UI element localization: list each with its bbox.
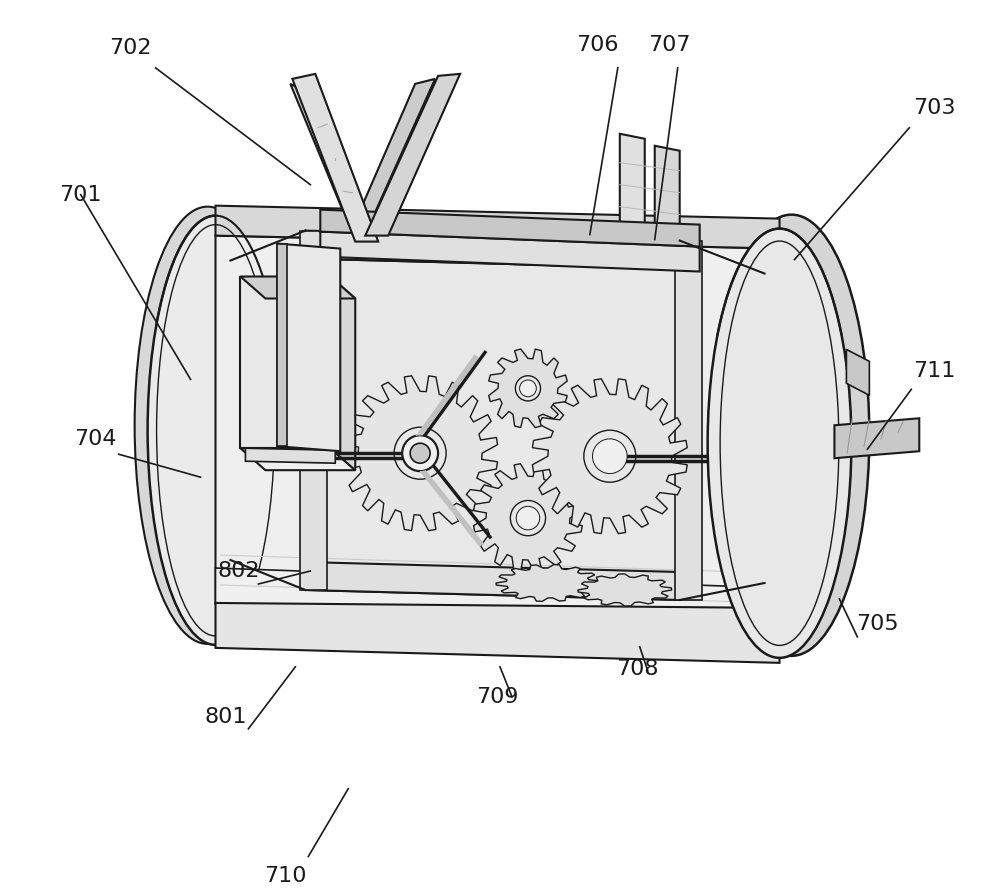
Polygon shape [240,448,355,470]
Text: 706: 706 [577,35,619,55]
Circle shape [592,439,627,474]
Polygon shape [245,448,335,463]
Circle shape [520,380,536,396]
Circle shape [394,428,446,479]
Text: 710: 710 [264,867,307,886]
Text: 709: 709 [476,687,518,707]
Text: 701: 701 [59,185,102,204]
Polygon shape [305,562,680,600]
Polygon shape [834,419,919,458]
Polygon shape [240,276,330,448]
Circle shape [584,430,636,482]
Circle shape [403,436,437,470]
Text: 801: 801 [204,707,247,727]
Text: 802: 802 [217,561,260,581]
Polygon shape [532,379,687,533]
Polygon shape [215,236,780,623]
Polygon shape [320,210,700,246]
Polygon shape [343,376,498,531]
Text: 711: 711 [913,361,955,381]
Text: 702: 702 [109,38,152,58]
Text: 708: 708 [617,659,659,679]
Circle shape [516,507,540,530]
Polygon shape [655,146,680,260]
Polygon shape [215,205,780,249]
Polygon shape [675,241,702,600]
Polygon shape [489,349,567,428]
Polygon shape [305,230,680,268]
Ellipse shape [135,206,280,644]
Polygon shape [496,565,600,602]
Polygon shape [578,574,672,606]
Circle shape [510,501,546,536]
Polygon shape [846,349,869,396]
Circle shape [410,444,430,463]
Polygon shape [300,230,327,590]
Polygon shape [474,464,582,573]
Polygon shape [305,259,680,600]
Text: 704: 704 [74,429,117,449]
Polygon shape [320,232,700,271]
Circle shape [515,376,541,401]
Text: 707: 707 [648,35,691,55]
Polygon shape [292,74,378,242]
Ellipse shape [708,228,851,658]
Polygon shape [277,244,340,452]
Polygon shape [330,276,355,470]
Text: 703: 703 [913,98,956,118]
Polygon shape [290,84,370,238]
Polygon shape [215,603,780,663]
Ellipse shape [714,214,869,656]
Polygon shape [620,133,645,249]
Polygon shape [365,74,460,236]
Text: 705: 705 [856,614,899,634]
Circle shape [402,436,438,471]
Polygon shape [240,276,355,299]
Polygon shape [215,568,780,623]
Polygon shape [352,79,435,228]
Polygon shape [277,244,287,446]
Ellipse shape [148,216,283,645]
